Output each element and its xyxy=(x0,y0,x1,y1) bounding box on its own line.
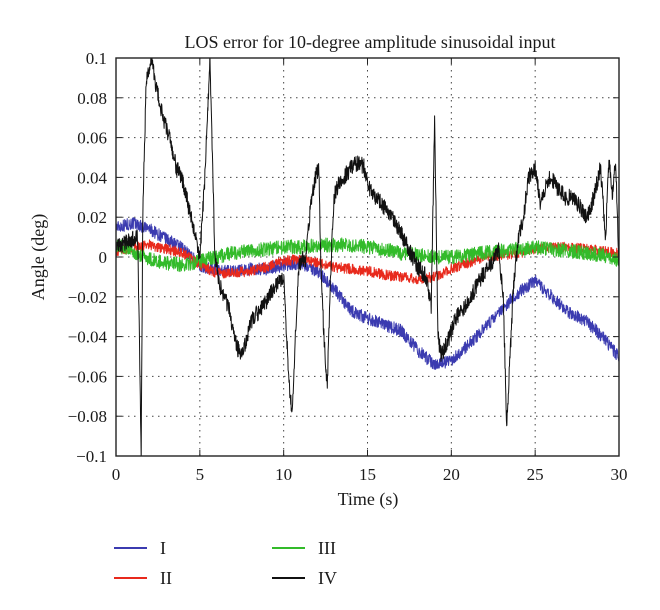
chart-title: LOS error for 10-degree amplitude sinuso… xyxy=(185,32,556,52)
legend-label-III: III xyxy=(318,538,336,558)
y-tick-label: −0.1 xyxy=(76,447,107,466)
y-tick-label: 0.1 xyxy=(86,49,107,68)
y-tick-label: −0.06 xyxy=(68,367,107,386)
x-tick-label: 10 xyxy=(275,465,292,484)
y-tick-label: −0.08 xyxy=(68,407,107,426)
x-tick-label: 0 xyxy=(112,465,121,484)
x-axis-title: Time (s) xyxy=(338,489,399,510)
x-tick-label: 20 xyxy=(443,465,460,484)
x-tick-label: 25 xyxy=(527,465,544,484)
y-tick-label: 0 xyxy=(99,248,108,267)
y-tick-label: 0.02 xyxy=(77,208,107,227)
legend-label-IV: IV xyxy=(318,568,337,588)
x-tick-label: 15 xyxy=(359,465,376,484)
series-line-IV xyxy=(116,58,619,456)
y-tick-label: −0.04 xyxy=(68,328,108,347)
y-axis-title: Angle (deg) xyxy=(28,214,49,300)
plot-area xyxy=(116,58,619,456)
axis-ticks: 0 5 10 15 20 25 30 0.1 0.08 0.06 0.04 0.02 0 −0.02 −0.… xyxy=(68,49,628,484)
x-tick-label: 5 xyxy=(196,465,205,484)
y-tick-label: 0.08 xyxy=(77,89,107,108)
legend-label-I: I xyxy=(160,538,166,558)
legend-label-II: II xyxy=(160,568,172,588)
series-line-III xyxy=(116,237,619,273)
y-tick-label: −0.02 xyxy=(68,288,107,307)
x-tick-label: 30 xyxy=(611,465,628,484)
y-tick-label: 0.04 xyxy=(77,168,107,187)
y-tick-label: 0.06 xyxy=(77,129,107,148)
